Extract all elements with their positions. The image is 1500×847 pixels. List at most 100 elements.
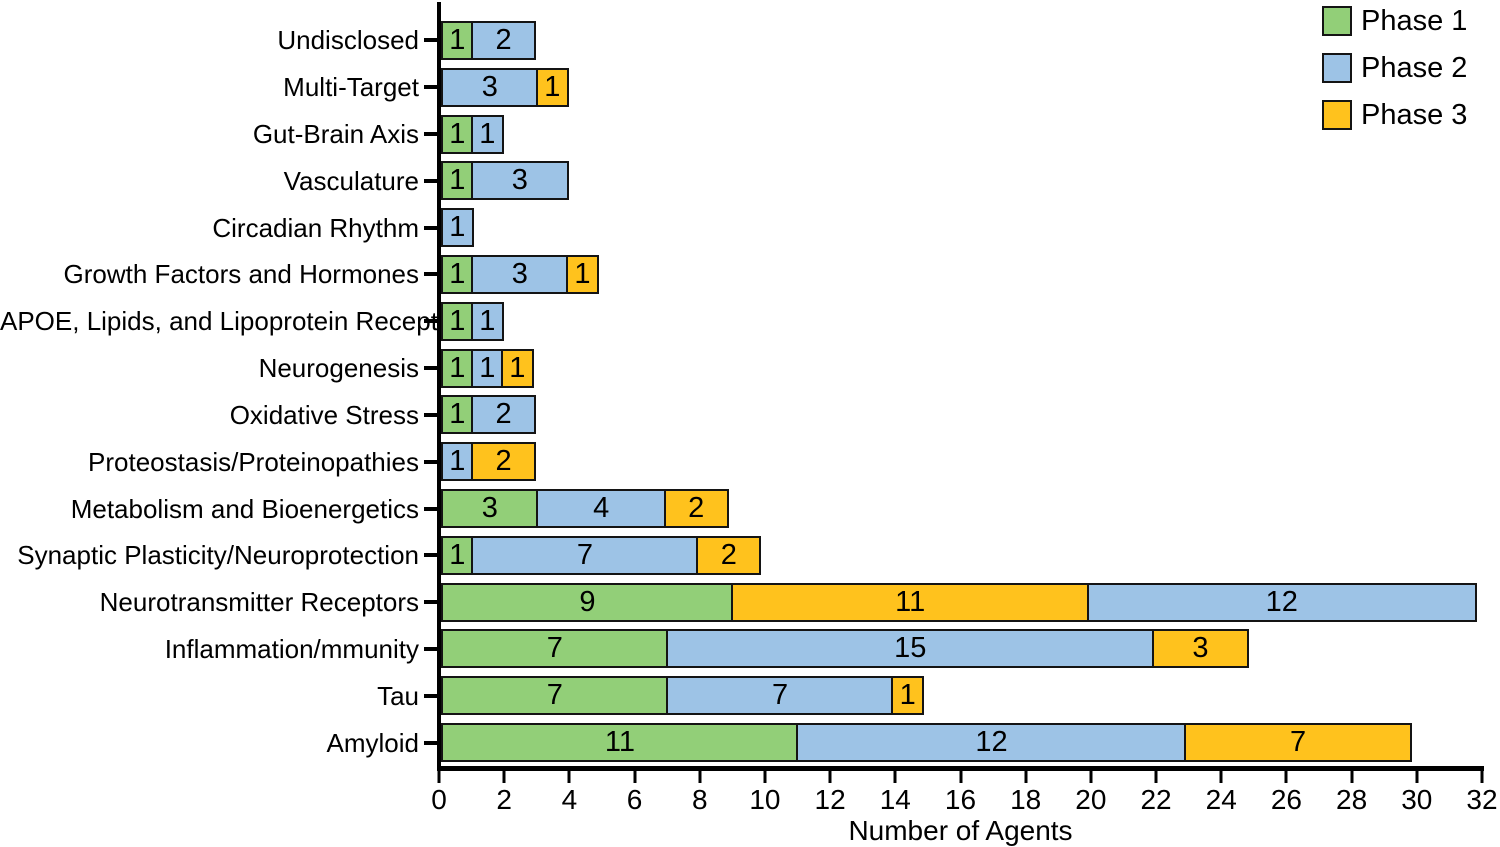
category-label: Multi-Target xyxy=(283,72,419,103)
bar-segment-phase-1: 1 xyxy=(441,161,474,201)
bar-track: 7 15 3 xyxy=(441,626,1482,673)
x-tick-label-32: 32 xyxy=(1466,784,1498,815)
x-tick-label-20: 20 xyxy=(1075,784,1107,815)
y-axis-tick xyxy=(424,366,437,371)
y-axis-tick xyxy=(424,412,437,417)
y-axis-tick xyxy=(424,178,437,183)
bar-segment-value: 9 xyxy=(579,585,596,618)
x-tick-0 xyxy=(437,771,441,783)
bar-track: 1 7 2 xyxy=(441,532,1482,579)
category-label: Amyloid xyxy=(326,727,419,758)
bar-segment-value: 3 xyxy=(1192,632,1209,665)
bar-segment-phase-2: 2 xyxy=(471,20,537,60)
x-tick-label-26: 26 xyxy=(1270,784,1303,815)
bar-segment-value: 11 xyxy=(604,726,635,759)
bar-segment-phase-1: 3 xyxy=(441,489,539,529)
bar-track: 1 3 1 xyxy=(441,251,1482,298)
y-axis-tick xyxy=(424,506,437,511)
category-label: Neurotransmitter Receptors xyxy=(99,587,419,618)
bar-segment-phase-3: 2 xyxy=(471,442,537,482)
bar-segment-value: 1 xyxy=(479,304,496,337)
x-tick-label-24: 24 xyxy=(1205,784,1237,815)
x-tick-16 xyxy=(959,771,962,783)
bar-segment-value: 7 xyxy=(772,679,789,712)
bar-segment-value: 1 xyxy=(479,117,496,150)
bar-segment-phase-3: 3 xyxy=(1151,629,1250,669)
x-tick-18 xyxy=(1024,771,1028,783)
bar-segment-phase-2: 7 xyxy=(471,535,699,575)
x-tick-4 xyxy=(567,771,571,783)
bar-segment-phase-2: 7 xyxy=(666,676,894,716)
bar-segment-value: 1 xyxy=(449,117,466,150)
bar-segment-value: 12 xyxy=(1265,585,1298,618)
x-tick-10 xyxy=(763,771,767,783)
category-label: Growth Factors and Hormones xyxy=(63,259,419,290)
x-tick-2 xyxy=(502,771,506,783)
x-tick-20 xyxy=(1089,771,1093,783)
x-tick-24 xyxy=(1219,771,1223,783)
y-axis-tick xyxy=(424,459,437,464)
category-label: Synaptic Plasticity/Neuroprotection xyxy=(17,540,419,571)
y-axis-tick xyxy=(424,693,437,698)
x-tick-22 xyxy=(1154,771,1158,783)
bar-segment-value: 1 xyxy=(449,257,466,290)
legend-item-phase-1: Phase 1 xyxy=(1322,6,1467,36)
bar-segment-value: 3 xyxy=(481,492,498,525)
y-axis-tick xyxy=(424,85,437,90)
x-axis-tick-labels: 0 2 4 6 8 10 12 14 16 18 20 22 24 26 28 30 32 xyxy=(431,784,1497,816)
legend-label: Phase 3 xyxy=(1361,98,1468,131)
x-tick-32 xyxy=(1480,771,1484,783)
bar-segment-phase-2: 12 xyxy=(1086,582,1477,622)
bar-segment-phase-1: 1 xyxy=(441,301,474,341)
y-axis-tick xyxy=(424,646,437,651)
bar-segment-value: 7 xyxy=(546,679,563,712)
category-label: Neurogenesis xyxy=(258,353,419,384)
category-row-8: Neurogenesis 1 1 1 xyxy=(0,345,1500,392)
bar-segment-value: 7 xyxy=(1290,726,1307,759)
bar-segment-value: 4 xyxy=(593,492,610,525)
x-tick-label-14: 14 xyxy=(879,784,911,815)
x-tick-label-10: 10 xyxy=(749,784,781,815)
bar-segment-phase-2: 3 xyxy=(441,67,539,107)
category-row-12: Synaptic Plasticity/Neuroprotection 1 7 2 xyxy=(0,532,1500,579)
bar-segment-value: 11 xyxy=(895,585,926,618)
x-tick-14 xyxy=(893,771,897,783)
bar-segment-phase-2: 1 xyxy=(441,442,474,482)
bar-segment-phase-1: 9 xyxy=(441,582,734,622)
y-axis-tick xyxy=(424,740,437,745)
x-tick-label-12: 12 xyxy=(814,784,846,815)
category-label: Undisclosed xyxy=(277,25,419,56)
bar-segment-value: 2 xyxy=(720,538,737,571)
bar-segment-phase-3: 1 xyxy=(501,348,534,388)
legend-label: Phase 2 xyxy=(1361,51,1468,84)
x-tick-12 xyxy=(828,771,832,783)
category-row-10: Proteostasis/Proteinopathies 1 2 xyxy=(0,438,1500,485)
bar-segment-phase-1: 11 xyxy=(441,723,799,763)
x-tick-label-22: 22 xyxy=(1140,784,1172,815)
category-row-13: Neurotransmitter Receptors 9 11 12 xyxy=(0,579,1500,626)
legend-item-phase-3: Phase 3 xyxy=(1322,100,1467,130)
legend-swatch-phase-1 xyxy=(1322,6,1352,36)
category-label: APOE, Lipids, and Lipoprotein Receptors xyxy=(0,306,475,337)
category-label: Vasculature xyxy=(283,165,419,196)
bar-segment-value: 1 xyxy=(449,538,466,571)
x-tick-label-28: 28 xyxy=(1336,784,1368,815)
y-axis-tick xyxy=(424,319,437,324)
bar-segment-phase-1: 1 xyxy=(441,254,474,294)
bar-segment-phase-3: 1 xyxy=(566,254,599,294)
category-row-16: Amyloid 11 12 7 xyxy=(0,719,1500,766)
bar-segment-phase-2: 1 xyxy=(441,208,474,248)
bar-segment-phase-1: 7 xyxy=(441,676,669,716)
bar-segment-phase-2: 4 xyxy=(536,489,667,529)
bar-segment-phase-3: 11 xyxy=(731,582,1090,622)
category-row-3: Gut-Brain Axis 1 1 xyxy=(0,111,1500,158)
bar-segment-value: 2 xyxy=(688,492,705,525)
bar-segment-phase-2: 12 xyxy=(796,723,1187,763)
bar-segment-value: 15 xyxy=(894,632,927,665)
bar-segment-phase-1: 1 xyxy=(441,20,474,60)
